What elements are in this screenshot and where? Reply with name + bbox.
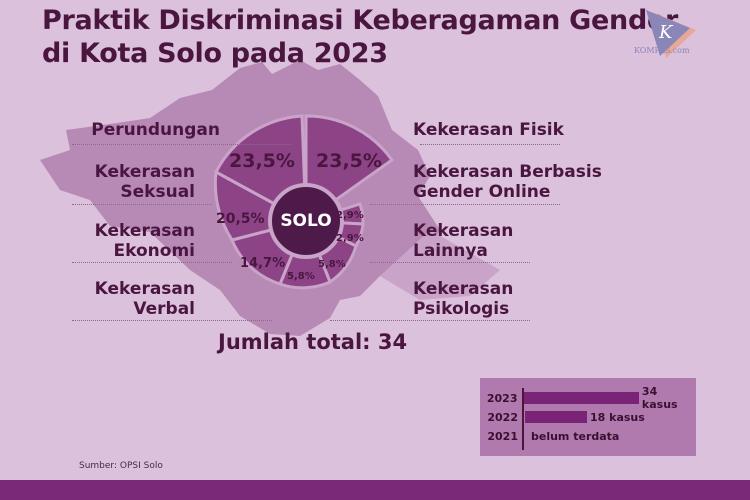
slice-label: 20,5%	[216, 211, 265, 227]
center-label: SOLO	[280, 211, 332, 231]
logo-wordmark: KOMPAS.com	[634, 46, 690, 55]
divider	[420, 144, 560, 145]
slice-label: 14,7%	[240, 256, 286, 271]
bar-row-2021: 2021 belum terdata	[487, 429, 620, 443]
yearly-bar-chart: 2023 34 kasus 2022 18 kasus 2021 belum t…	[480, 378, 696, 456]
divider	[72, 204, 212, 205]
slice-label: 23,5%	[229, 150, 295, 172]
label-ekonomi: Kekerasan Ekonomi	[94, 221, 195, 261]
bar-axis	[522, 388, 524, 450]
center-circle	[268, 183, 344, 259]
divider	[370, 262, 530, 263]
label-perundungan: Perundungan	[91, 120, 220, 140]
divider	[72, 320, 272, 321]
footer-bar	[0, 480, 750, 500]
title-line-1: Praktik Diskriminasi Keberagaman Gender	[42, 5, 679, 36]
divider	[72, 262, 232, 263]
divider	[330, 320, 530, 321]
bar-2022	[525, 411, 587, 423]
divider	[370, 204, 560, 205]
svg-text:K: K	[658, 22, 674, 43]
slice-label: 23,5%	[316, 150, 382, 172]
label-psikologis: Kekerasan Psikologis	[413, 279, 514, 319]
chart-title: Praktik Diskriminasi Keberagaman Gender …	[42, 4, 678, 70]
label-fisik: Kekerasan Fisik	[413, 120, 564, 140]
kompas-logo-icon: K	[646, 10, 696, 58]
bar-row-2022: 2022 18 kasus	[487, 410, 645, 424]
divider	[72, 144, 292, 145]
slice-label: 5,8%	[318, 259, 346, 270]
bar-2023	[524, 392, 639, 404]
total-label: Jumlah total: 34	[218, 330, 408, 354]
slice-label: 2,9%	[336, 233, 364, 244]
slice-label: 2,9%	[336, 210, 364, 221]
bar-row-2023: 2023 34 kasus	[486, 385, 678, 411]
slice-label: 5,8%	[287, 271, 315, 282]
source-note: Sumber: OPSI Solo	[79, 461, 163, 471]
label-verbal: Kekerasan Verbal	[94, 279, 195, 319]
label-lainnya: Kekerasan Lainnya	[413, 221, 514, 261]
title-line-2: di Kota Solo pada 2023	[42, 38, 388, 69]
label-seksual: Kekerasan Seksual	[94, 162, 195, 202]
label-kbgo: Kekerasan Berbasis Gender Online	[413, 162, 602, 202]
